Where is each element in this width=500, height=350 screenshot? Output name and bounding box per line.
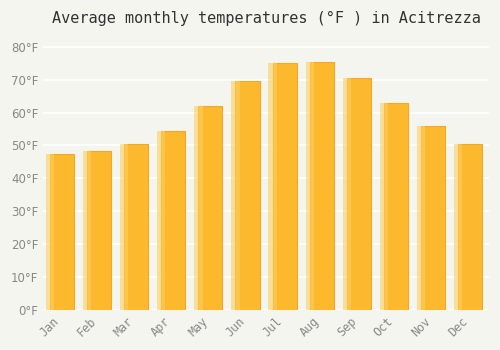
Bar (268, 63, 277, 310)
Bar (232, 81, 239, 310)
Bar (421, 126, 446, 310)
Bar (417, 126, 426, 310)
Bar (198, 106, 222, 310)
Bar (380, 103, 388, 310)
Bar (342, 78, 351, 310)
Bar (120, 144, 128, 310)
Bar (272, 63, 296, 310)
Bar (236, 81, 260, 310)
Bar (87, 151, 111, 310)
Bar (347, 78, 371, 310)
Bar (46, 154, 54, 310)
Bar (310, 62, 334, 310)
Bar (50, 154, 74, 310)
Bar (306, 62, 314, 310)
Bar (124, 144, 148, 310)
Bar (384, 103, 408, 310)
Bar (454, 144, 462, 310)
Title: Average monthly temperatures (°F ) in Acitrezza: Average monthly temperatures (°F ) in Ac… (52, 11, 480, 26)
Bar (194, 106, 202, 310)
Bar (157, 131, 166, 310)
Bar (458, 144, 482, 310)
Bar (82, 151, 91, 310)
Bar (161, 131, 186, 310)
